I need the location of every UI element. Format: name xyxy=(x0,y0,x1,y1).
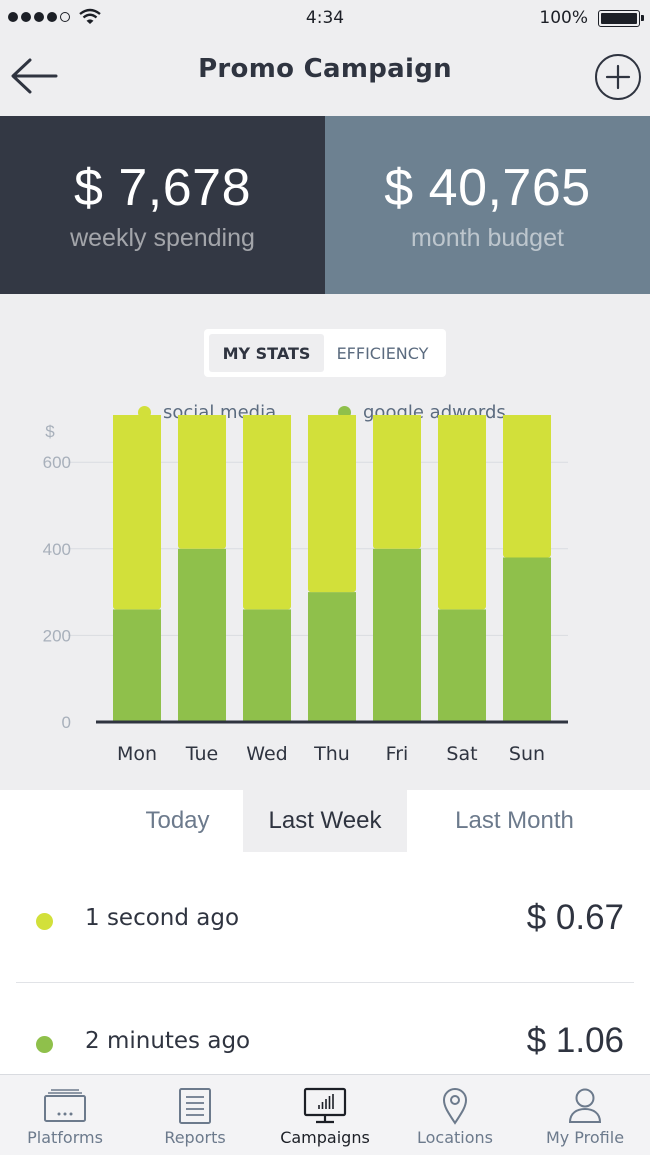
status-bar: 4:34 100% xyxy=(0,0,650,36)
wifi-icon xyxy=(79,8,101,24)
tab-my-profile[interactable]: My Profile xyxy=(520,1075,650,1155)
period-tabs: Today Last Week Last Month xyxy=(0,790,650,852)
tab-reports[interactable]: Reports xyxy=(130,1075,260,1155)
x-tick-label: Mon xyxy=(117,743,157,765)
bar-thu-google-adwords xyxy=(308,592,356,722)
y-axis-label: $ xyxy=(45,422,55,441)
bar-wed-social-media xyxy=(243,415,291,610)
status-time: 4:34 xyxy=(305,8,345,28)
status-dot xyxy=(36,913,53,930)
x-tick-label: Wed xyxy=(246,743,287,765)
tab-label-campaigns: Campaigns xyxy=(280,1128,370,1147)
list-item[interactable]: 2 minutes ago $ 1.06 xyxy=(0,995,650,1074)
weekly-spending-label: weekly spending xyxy=(70,223,255,252)
y-tick-label: 400 xyxy=(43,540,71,559)
stats-segmented-control: MY STATS EFFICIENCY xyxy=(204,329,446,377)
status-dot xyxy=(36,1036,53,1053)
back-arrow-icon[interactable] xyxy=(8,56,60,96)
location-pin-icon xyxy=(442,1088,468,1125)
transaction-amount: $ 1.06 xyxy=(526,1021,624,1060)
bar-sat-google-adwords xyxy=(438,609,486,722)
tab-label-platforms: Platforms xyxy=(27,1128,103,1147)
transaction-time: 1 second ago xyxy=(85,905,240,931)
battery-icon xyxy=(598,10,644,27)
bar-mon-social-media xyxy=(113,415,161,610)
y-tick-label: 0 xyxy=(62,713,71,732)
tab-campaigns[interactable]: Campaigns xyxy=(260,1075,390,1155)
month-budget-label: month budget xyxy=(411,223,564,252)
list-divider xyxy=(16,982,634,983)
signal-strength-icon xyxy=(8,12,70,22)
bar-thu-social-media xyxy=(308,415,356,593)
y-tick-label: 200 xyxy=(43,626,71,645)
profile-icon xyxy=(568,1088,602,1123)
tab-platforms[interactable]: Platforms xyxy=(0,1075,130,1155)
list-item[interactable]: 1 second ago $ 0.67 xyxy=(0,872,650,972)
bar-tue-google-adwords xyxy=(178,548,226,722)
bar-tue-social-media xyxy=(178,415,226,549)
bar-fri-social-media xyxy=(373,415,421,549)
tab-last-week[interactable]: Last Week xyxy=(243,790,407,852)
tab-today[interactable]: Today xyxy=(0,790,243,852)
add-icon[interactable] xyxy=(594,53,642,101)
x-tick-label: Tue xyxy=(185,743,218,765)
transaction-time: 2 minutes ago xyxy=(85,1028,251,1054)
tab-label-locations: Locations xyxy=(416,1128,493,1147)
bar-fri-google-adwords xyxy=(373,548,421,722)
tab-locations[interactable]: Locations xyxy=(390,1075,520,1155)
page-title: Promo Campaign xyxy=(198,54,452,84)
bar-sun-social-media xyxy=(503,415,551,558)
month-budget-card: $ 40,765 month budget xyxy=(325,116,650,294)
month-budget-value: $ 40,765 xyxy=(384,158,591,217)
weekly-spending-value: $ 7,678 xyxy=(74,158,251,217)
campaigns-icon xyxy=(303,1087,347,1124)
tab-my-stats[interactable]: MY STATS xyxy=(209,334,324,372)
x-tick-label: Thu xyxy=(313,743,350,765)
bar-wed-google-adwords xyxy=(243,609,291,722)
bar-sun-google-adwords xyxy=(503,557,551,722)
x-tick-label: Sun xyxy=(509,743,545,765)
reports-icon xyxy=(179,1088,211,1124)
x-tick-label: Fri xyxy=(386,743,409,765)
bar-mon-google-adwords xyxy=(113,609,161,722)
tab-last-month[interactable]: Last Month xyxy=(407,790,650,852)
tab-label-my-profile: My Profile xyxy=(545,1128,625,1147)
x-tick-label: Sat xyxy=(446,743,477,765)
bar-sat-social-media xyxy=(438,415,486,610)
navigation-bar: Promo Campaign xyxy=(0,36,650,116)
transaction-amount: $ 0.67 xyxy=(526,898,624,937)
y-tick-label: 600 xyxy=(43,453,71,472)
spending-bar-chart: $020040060080010001100MonTueWedThuFriSat… xyxy=(43,415,568,765)
tab-label-reports: Reports xyxy=(164,1128,226,1147)
battery-percentage: 100% xyxy=(539,8,588,28)
platforms-icon xyxy=(44,1089,86,1122)
weekly-spending-card: $ 7,678 weekly spending xyxy=(0,116,325,294)
bottom-tab-bar: Platforms Reports Campaigns Locatio xyxy=(0,1074,650,1155)
tab-efficiency[interactable]: EFFICIENCY xyxy=(336,343,429,363)
transaction-list: 1 second ago $ 0.67 2 minutes ago $ 1.06 xyxy=(0,852,650,1074)
stats-panel: $ 7,678 weekly spending $ 40,765 month b… xyxy=(0,116,650,294)
